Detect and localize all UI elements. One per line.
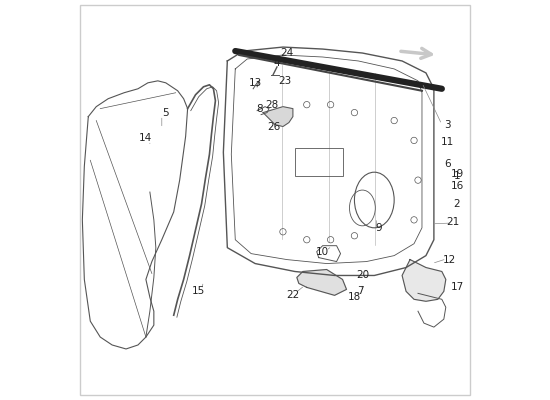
Text: 21: 21 xyxy=(447,217,460,227)
Text: 7: 7 xyxy=(357,286,364,296)
Text: 11: 11 xyxy=(441,138,454,148)
Polygon shape xyxy=(297,270,346,295)
Text: 9: 9 xyxy=(375,223,382,233)
Text: 8: 8 xyxy=(256,104,262,114)
Text: 19: 19 xyxy=(451,169,464,179)
Text: 1: 1 xyxy=(454,171,460,181)
Bar xyxy=(295,148,343,176)
Text: 2: 2 xyxy=(454,199,460,209)
Text: 16: 16 xyxy=(451,181,464,191)
Text: 15: 15 xyxy=(192,286,205,296)
Text: 3: 3 xyxy=(444,120,451,130)
Text: 14: 14 xyxy=(139,134,152,144)
Text: 20: 20 xyxy=(356,270,369,280)
Text: 4: 4 xyxy=(274,58,280,68)
Polygon shape xyxy=(263,107,293,126)
Text: 18: 18 xyxy=(348,292,361,302)
Text: 5: 5 xyxy=(162,108,169,118)
Text: 13: 13 xyxy=(249,78,262,88)
Text: 26: 26 xyxy=(267,122,280,132)
Text: 12: 12 xyxy=(443,254,456,264)
Text: 28: 28 xyxy=(266,100,279,110)
Text: 24: 24 xyxy=(280,48,294,58)
Text: 17: 17 xyxy=(451,282,464,292)
Polygon shape xyxy=(402,260,446,301)
Text: 23: 23 xyxy=(278,76,292,86)
Text: 22: 22 xyxy=(286,290,300,300)
Text: 10: 10 xyxy=(316,247,329,257)
Text: 6: 6 xyxy=(444,159,451,169)
